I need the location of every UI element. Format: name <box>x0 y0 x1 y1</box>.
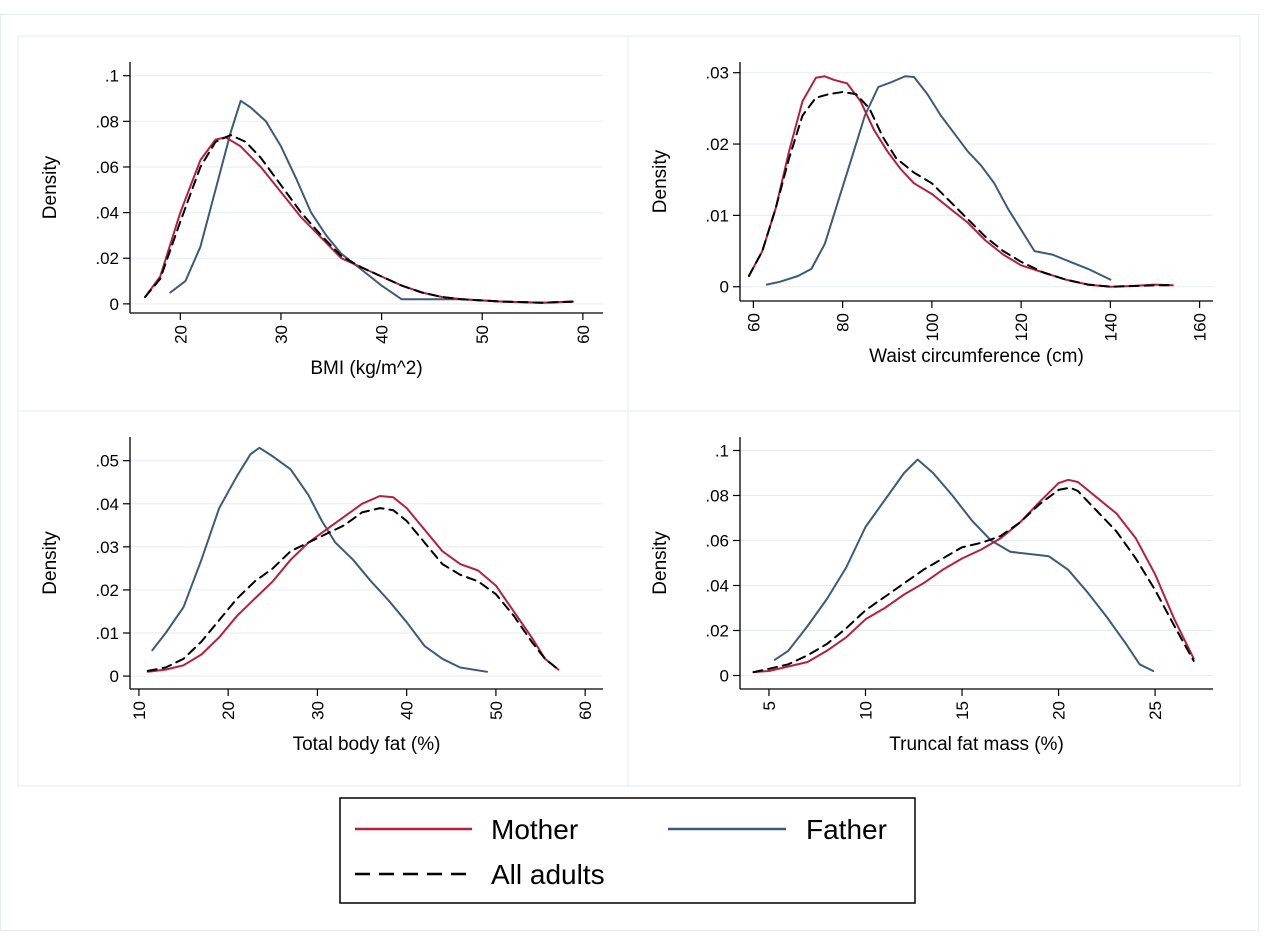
y-tick-label: .03 <box>95 538 119 557</box>
legend-label-all-adults: All adults <box>491 859 605 890</box>
series-line-father <box>169 99 574 304</box>
x-tick-label: 40 <box>373 325 392 344</box>
series-line-mother <box>752 478 1195 674</box>
series-line-all-adults <box>752 486 1195 674</box>
y-tick-label: .02 <box>705 622 729 641</box>
y-tick-label: .08 <box>95 112 119 131</box>
y-tick-label: .1 <box>105 67 119 86</box>
x-tick-label: 10 <box>856 701 875 720</box>
figure-frame <box>0 14 1259 931</box>
y-tick-label: .04 <box>95 204 119 223</box>
panel-4: 0 .02 .04 .06 .08 .1 5 10 15 20 25 Truncal fat mass… <box>627 410 1241 787</box>
x-tick-label: 40 <box>398 701 417 720</box>
y-tick-label: .04 <box>95 495 119 514</box>
y-tick-label: 0 <box>720 667 729 686</box>
y-tick-label: .04 <box>705 577 729 596</box>
x-tick-label: 25 <box>1146 701 1165 720</box>
y-axis-title: Density <box>40 531 61 595</box>
legend-label-father: Father <box>806 814 887 845</box>
panel-frame <box>627 35 1241 412</box>
y-axis-title: Density <box>40 155 61 219</box>
y-tick-label: .02 <box>705 135 729 154</box>
y-tick-label: .02 <box>95 249 119 268</box>
series-line-all-adults <box>747 91 1174 288</box>
y-tick-label: .02 <box>95 581 119 600</box>
legend-label-mother: Mother <box>491 814 578 845</box>
y-tick-label: .1 <box>715 442 729 461</box>
panel-frame <box>17 35 629 412</box>
y-tick-label: 0 <box>720 278 729 297</box>
series-line-father <box>151 446 488 673</box>
x-tick-label: 20 <box>171 325 190 344</box>
x-tick-label: 50 <box>487 701 506 720</box>
series-line-mother <box>144 136 574 304</box>
x-tick-label: 60 <box>574 325 593 344</box>
x-tick-label: 80 <box>834 313 853 332</box>
y-tick-label: 0 <box>110 295 119 314</box>
legend: Mother Father All adults <box>339 797 916 904</box>
panel-3: 0 .01 .02 .03 .04 .05 10 20 30 40 50 60 Total body f… <box>17 410 629 787</box>
panel-frame <box>17 410 629 787</box>
y-axis-title: Density <box>650 149 671 213</box>
x-tick-label: 100 <box>923 313 942 341</box>
y-tick-label: .03 <box>705 64 729 83</box>
x-axis-title: Total body fat (%) <box>293 734 441 755</box>
y-tick-label: 0 <box>110 667 119 686</box>
series-line-father <box>773 458 1155 672</box>
panel-2: 0 .01 .02 .03 60 80 100 120 140 160 Waist circumfe… <box>627 35 1241 412</box>
x-tick-label: 10 <box>130 701 149 720</box>
y-tick-label: .05 <box>95 452 119 471</box>
x-tick-label: 5 <box>760 701 779 710</box>
y-tick-label: .06 <box>95 158 119 177</box>
y-tick-label: .01 <box>705 206 729 225</box>
x-tick-label: 30 <box>308 701 327 720</box>
y-tick-label: .08 <box>705 487 729 506</box>
y-tick-label: .01 <box>95 624 119 643</box>
x-tick-label: 160 <box>1191 313 1210 341</box>
x-tick-label: 15 <box>953 701 972 720</box>
series-line-mother <box>146 495 560 673</box>
panel-frame <box>627 410 1241 787</box>
x-tick-label: 120 <box>1012 313 1031 341</box>
y-axis-title: Density <box>650 531 671 595</box>
y-tick-label: .06 <box>705 532 729 551</box>
x-tick-label: 60 <box>744 313 763 332</box>
x-axis-title: Truncal fat mass (%) <box>889 734 1064 755</box>
x-tick-label: 140 <box>1101 313 1120 341</box>
x-tick-label: 30 <box>272 325 291 344</box>
legend-box <box>339 797 916 904</box>
series-line-mother <box>747 75 1174 288</box>
x-axis-title: Waist circumference (cm) <box>869 346 1084 367</box>
x-tick-label: 50 <box>473 325 492 344</box>
series-line-all-adults <box>144 134 574 304</box>
x-tick-label: 20 <box>1050 701 1069 720</box>
x-tick-label: 60 <box>576 701 595 720</box>
series-line-all-adults <box>146 507 560 672</box>
x-tick-label: 20 <box>219 701 238 720</box>
panel-1: 0 .02 .04 .06 .08 .1 20 30 40 50 60 BMI (kg/m^2) Den… <box>17 35 629 412</box>
series-line-father <box>765 75 1112 286</box>
x-axis-title: BMI (kg/m^2) <box>310 358 422 379</box>
